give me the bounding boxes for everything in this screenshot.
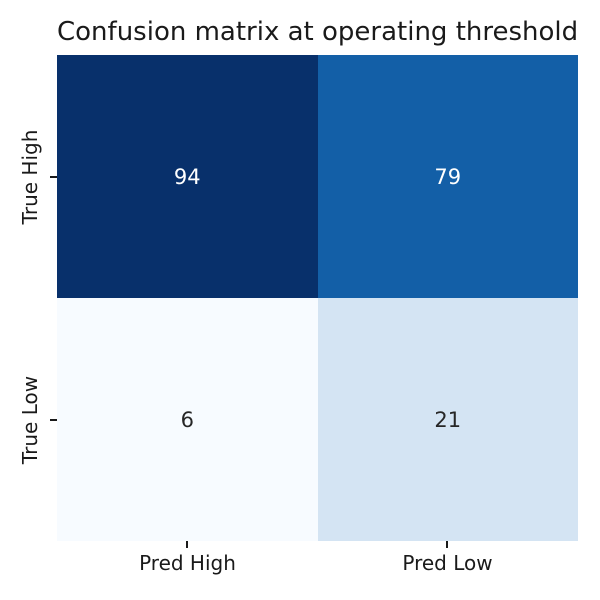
cell-value: 94: [173, 164, 201, 189]
x-tick-label-pred-high: Pred High: [139, 551, 236, 575]
y-tick-mark-true-low: [50, 419, 57, 421]
x-tick-mark-pred-low: [446, 541, 448, 548]
y-tick-label-true-low: True Low: [18, 375, 42, 465]
y-tick-label-true-high: True High: [18, 129, 42, 225]
heatmap-cell-true-low-pred-low: 21: [317, 298, 578, 541]
x-tick-mark-pred-high: [186, 541, 188, 548]
y-tick-mark-true-high: [50, 176, 57, 178]
heatmap-cell-true-high-pred-high: 94: [57, 55, 318, 298]
x-tick-label-pred-low: Pred Low: [402, 551, 493, 575]
cell-value: 6: [180, 407, 194, 432]
cell-value: 79: [434, 164, 462, 189]
heatmap-grid: 94 79 6 21: [57, 55, 578, 541]
cell-value: 21: [434, 407, 462, 432]
heatmap-cell-true-low-pred-high: 6: [57, 298, 318, 541]
chart-title: Confusion matrix at operating threshold: [57, 17, 579, 47]
heatmap-cell-true-high-pred-low: 79: [317, 55, 578, 298]
